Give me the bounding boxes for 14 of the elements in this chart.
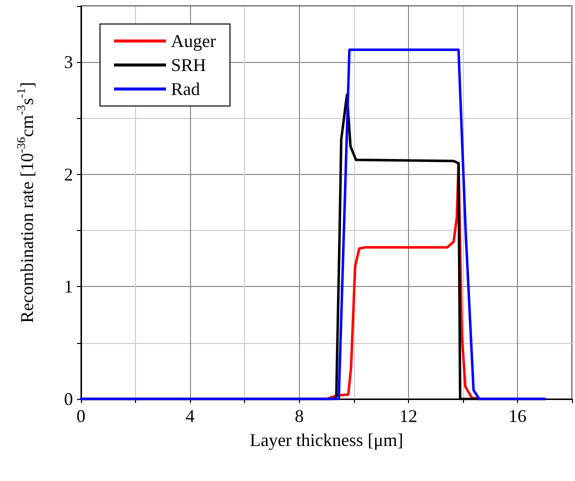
legend-label: Auger — [171, 31, 216, 51]
legend-label: Rad — [171, 79, 200, 99]
legend-label: SRH — [171, 55, 206, 75]
y-tick-label: 0 — [64, 389, 73, 409]
y-axis-title: Recombination rate [10-36cm-3s-1] — [14, 82, 37, 323]
x-axis-title: Layer thickness [μm] — [250, 430, 404, 450]
x-tick-label: 12 — [399, 406, 418, 426]
x-tick-label: 4 — [186, 406, 195, 426]
y-tick-label: 3 — [64, 52, 73, 72]
x-tick-label: 8 — [294, 406, 304, 426]
x-tick-label: 0 — [76, 406, 86, 426]
y-tick-label: 2 — [64, 164, 73, 184]
x-tick-label: 16 — [508, 406, 526, 426]
y-tick-label: 1 — [64, 276, 73, 297]
